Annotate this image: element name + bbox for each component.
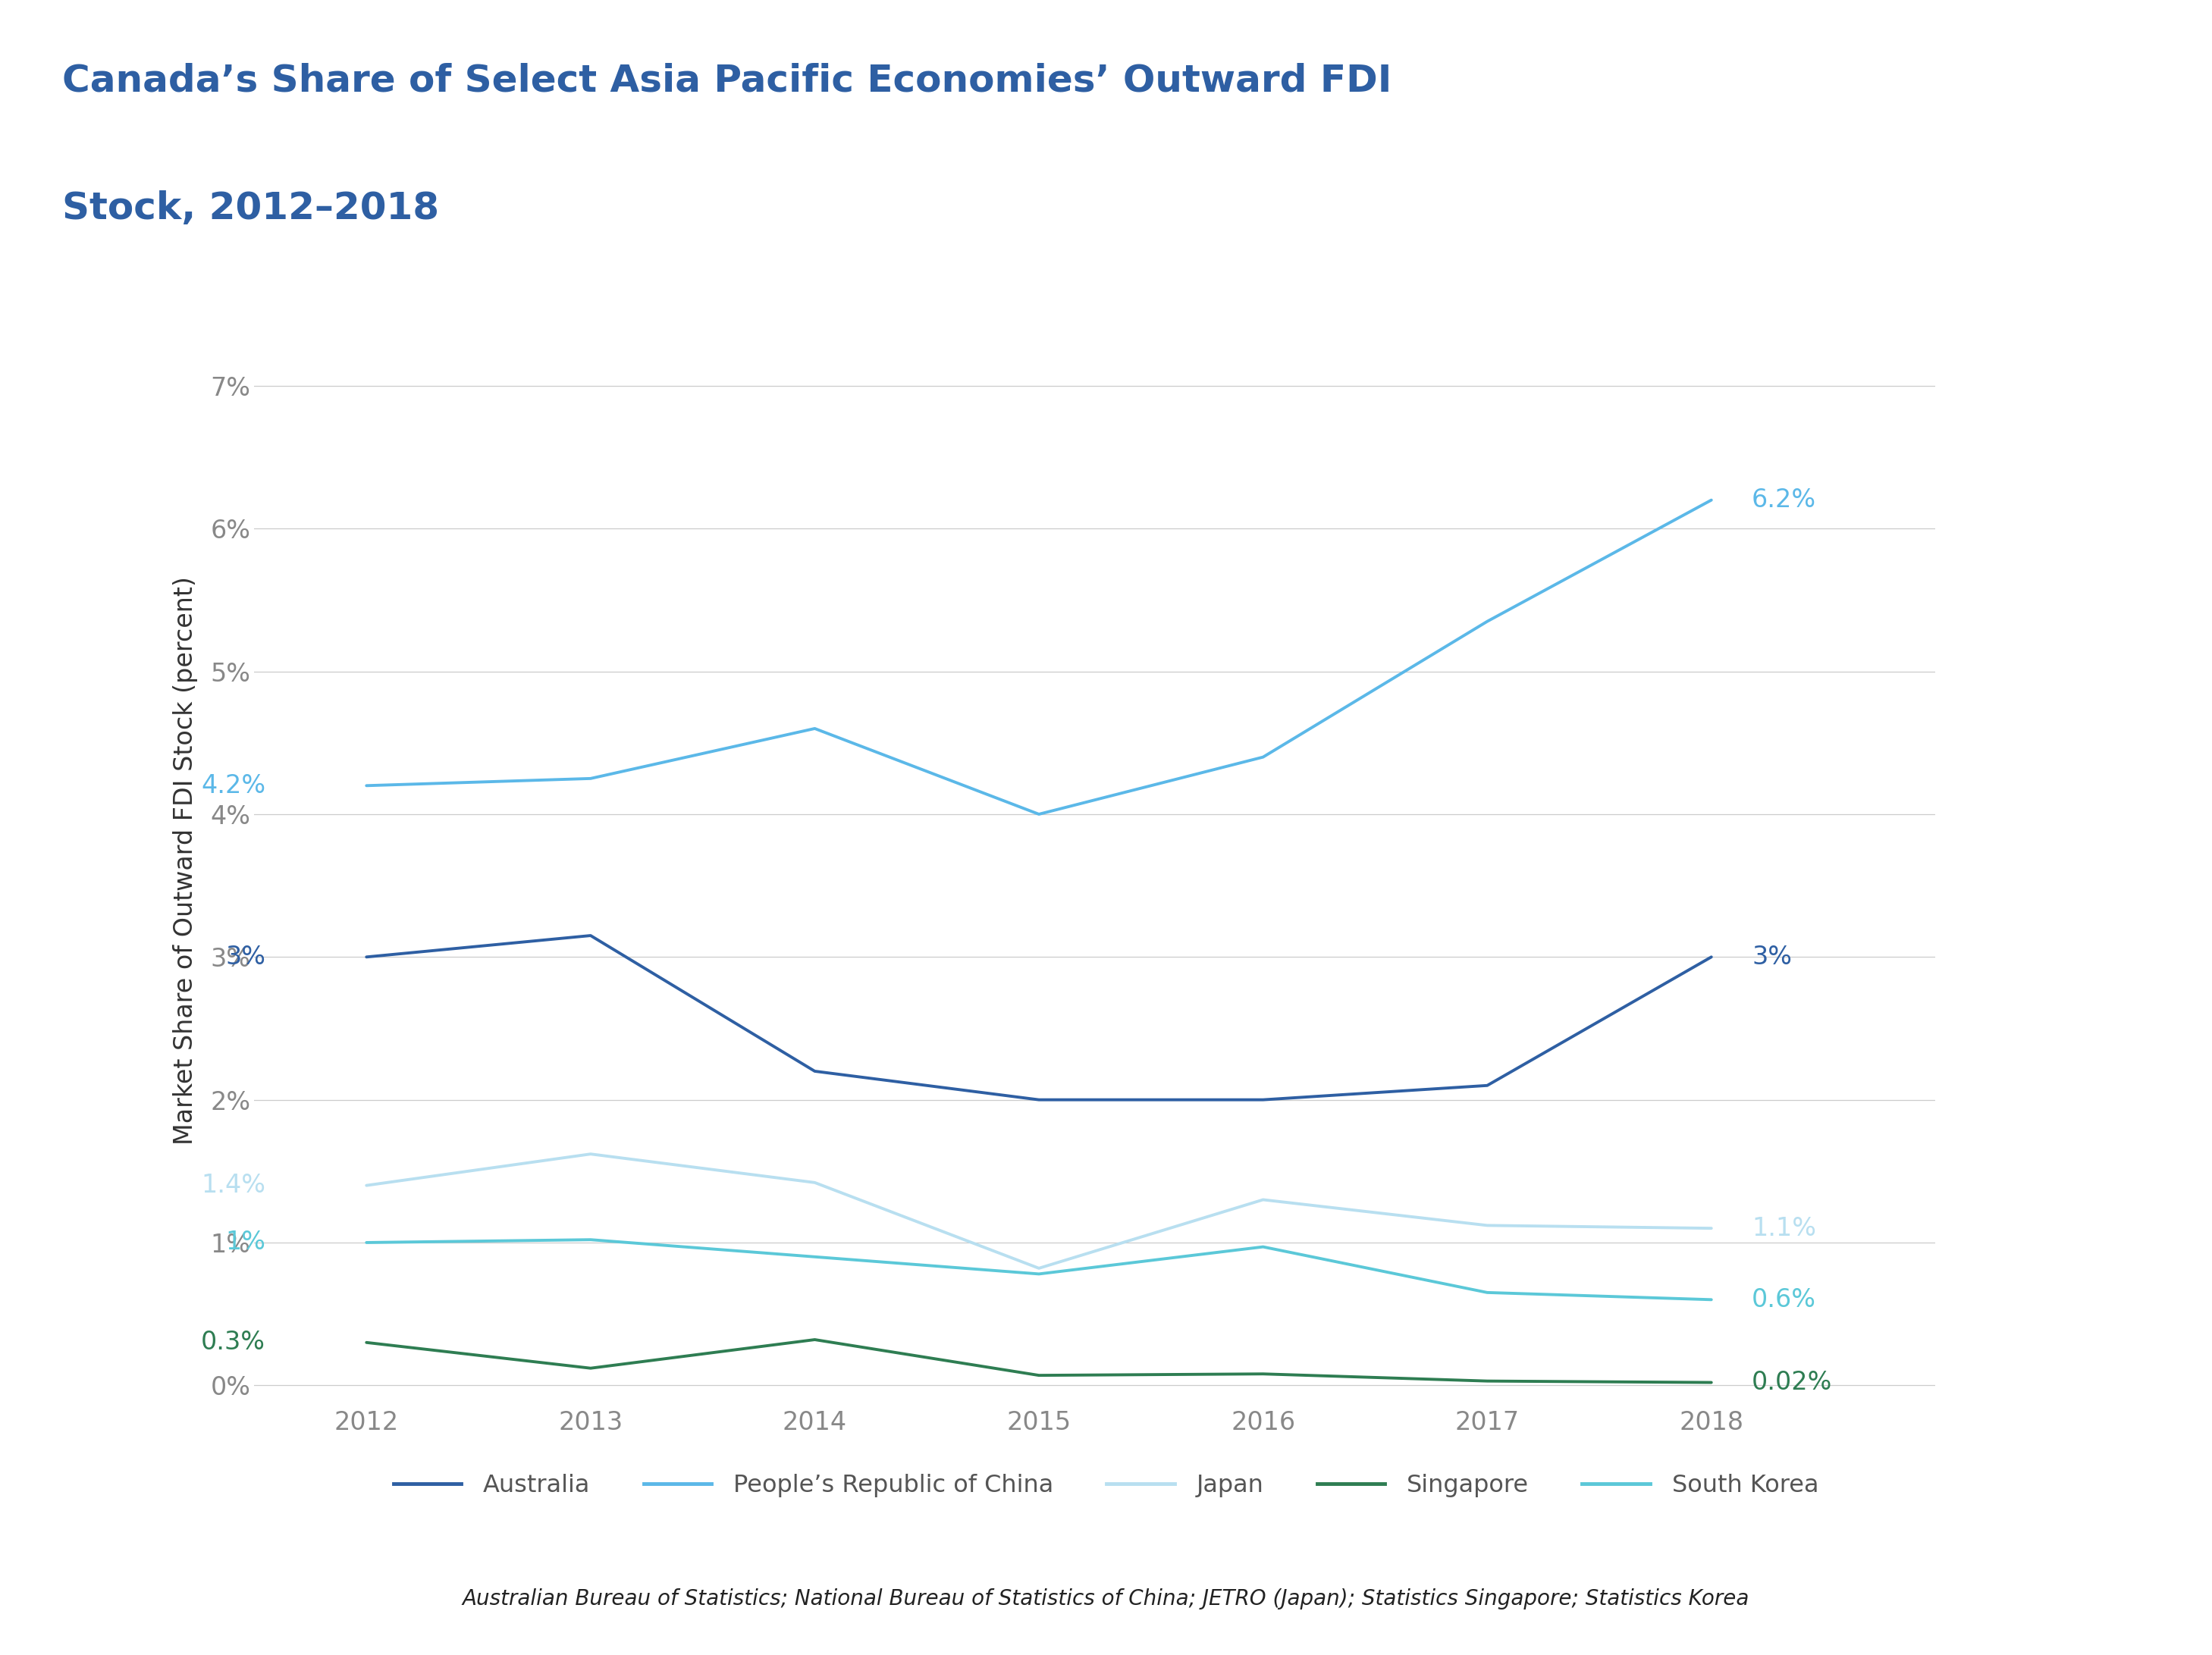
Y-axis label: Market Share of Outward FDI Stock (percent): Market Share of Outward FDI Stock (perce… bbox=[173, 576, 197, 1145]
Text: 6.2%: 6.2% bbox=[1752, 488, 1816, 513]
Text: 4.2%: 4.2% bbox=[201, 773, 265, 798]
Text: Australian Bureau of Statistics; National Bureau of Statistics of China; JETRO (: Australian Bureau of Statistics; Nationa… bbox=[462, 1589, 1750, 1610]
Text: 1.4%: 1.4% bbox=[201, 1173, 265, 1198]
Text: Stock, 2012–2018: Stock, 2012–2018 bbox=[62, 190, 438, 227]
Text: 3%: 3% bbox=[1752, 945, 1792, 970]
Text: Canada’s Share of Select Asia Pacific Economies’ Outward FDI: Canada’s Share of Select Asia Pacific Ec… bbox=[62, 63, 1391, 99]
Text: 1.1%: 1.1% bbox=[1752, 1216, 1816, 1241]
Text: 3%: 3% bbox=[226, 945, 265, 970]
Text: 0.02%: 0.02% bbox=[1752, 1370, 1832, 1395]
Text: 1%: 1% bbox=[226, 1230, 265, 1254]
Text: 0.6%: 0.6% bbox=[1752, 1288, 1816, 1312]
Legend: Australia, People’s Republic of China, Japan, Singapore, South Korea: Australia, People’s Republic of China, J… bbox=[385, 1465, 1827, 1506]
Text: 0.3%: 0.3% bbox=[201, 1331, 265, 1355]
